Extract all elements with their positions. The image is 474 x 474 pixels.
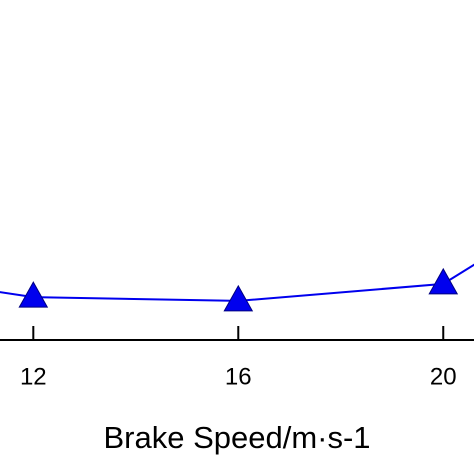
marker xyxy=(223,284,254,312)
x-tick-label: 16 xyxy=(225,363,252,390)
x-tick-label: 20 xyxy=(430,363,457,390)
line xyxy=(0,263,474,302)
x-tick-label: 12 xyxy=(20,363,47,390)
marker xyxy=(18,281,49,308)
plot-area xyxy=(0,263,474,312)
marker xyxy=(428,267,459,295)
x-axis-label: Brake Speed/m·s-1 xyxy=(103,420,370,455)
